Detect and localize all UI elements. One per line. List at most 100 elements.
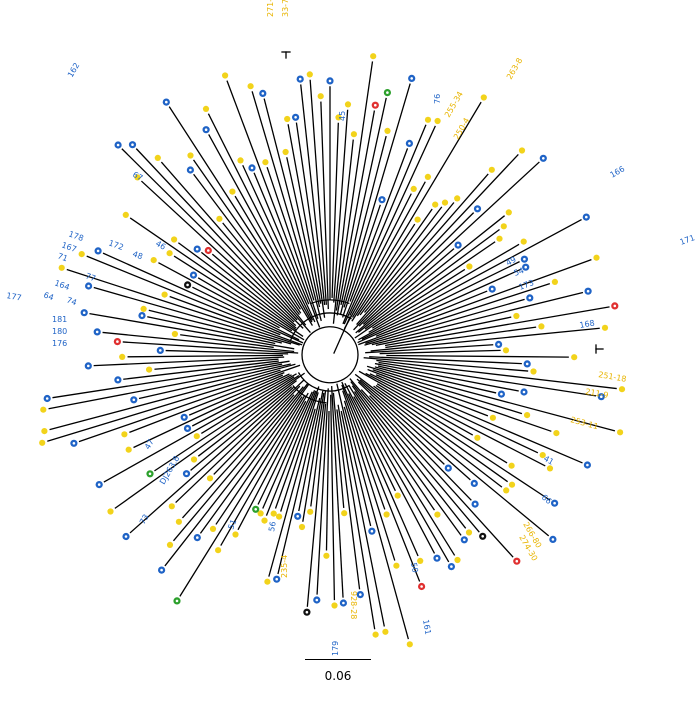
tip-marker-blue <box>189 271 198 279</box>
tree-branch <box>93 356 285 367</box>
tip-marker-blue <box>597 393 605 401</box>
tip-label: 178 <box>67 229 84 243</box>
tip-marker-yellow <box>539 452 546 459</box>
tree-branch <box>164 383 309 567</box>
tree-branch <box>160 161 311 334</box>
tip-marker-yellow <box>441 199 449 206</box>
tree-branch <box>348 393 396 492</box>
tip-marker-blue <box>294 512 302 520</box>
tip-marker-yellow <box>508 462 515 469</box>
tree-branch <box>342 390 386 510</box>
tree-branch <box>52 360 290 399</box>
tip-marker-yellow <box>474 434 481 441</box>
tree-branch <box>220 392 309 546</box>
tip-marker-yellow <box>58 264 65 271</box>
tip-marker-yellow <box>496 235 503 242</box>
tip-marker-yellow <box>222 72 229 79</box>
tip-label: 77 <box>84 271 97 283</box>
tree-branch <box>357 381 445 465</box>
tip-label: 73 <box>138 513 151 526</box>
tip-marker-blue <box>292 113 300 121</box>
tree-branch <box>129 372 285 433</box>
tree-branch <box>367 368 489 417</box>
tip-label: 181 <box>52 315 67 324</box>
tip-label: 162 <box>66 61 81 79</box>
tip-marker-yellow <box>601 324 609 331</box>
tree-branch <box>165 349 289 355</box>
tree-branch <box>193 173 301 316</box>
tip-marker-yellow <box>465 529 473 536</box>
tree-branch <box>370 327 600 352</box>
tree-branch <box>336 409 361 590</box>
tip-marker-yellow <box>78 251 85 258</box>
tip-marker-blue <box>326 77 334 85</box>
tree-branch <box>280 392 319 512</box>
tip-marker-blue <box>584 287 592 295</box>
tip-marker-yellow <box>107 508 114 515</box>
tree-branch <box>234 195 313 326</box>
tip-label: 64 <box>42 290 55 302</box>
tree-branch <box>140 180 295 323</box>
tip-marker-yellow <box>175 518 182 525</box>
tip-marker-yellow <box>229 188 236 195</box>
tip-label: 177 <box>6 291 23 303</box>
tree-branch <box>49 363 296 431</box>
tip-label: 46 <box>154 239 167 252</box>
tree-branch <box>359 379 550 537</box>
tree-branch <box>356 173 489 326</box>
scale-bar-label: 0.06 <box>324 669 352 683</box>
tree-branch <box>133 373 290 449</box>
tree-branch <box>340 410 385 627</box>
tip-marker-blue <box>180 413 188 421</box>
tree-branch <box>351 223 416 322</box>
tree-branch <box>257 391 313 505</box>
tip-marker-yellow <box>166 250 173 257</box>
tree-branch <box>378 361 597 397</box>
tip-marker-red <box>513 557 521 565</box>
tip-marker-red <box>371 101 379 109</box>
tree-branch <box>188 374 284 416</box>
tip-marker-yellow <box>530 368 537 375</box>
tip-marker-blue <box>193 534 201 542</box>
tip-marker-yellow <box>171 330 178 338</box>
tree-branch <box>295 122 326 318</box>
tip-label: 56 <box>267 521 278 533</box>
tip-marker-yellow <box>171 236 178 243</box>
tip-marker-yellow <box>551 278 559 285</box>
tip-marker-blue <box>551 499 559 507</box>
tree-branch <box>369 356 522 365</box>
tree-branch <box>375 374 583 464</box>
tip-marker-yellow <box>434 117 441 125</box>
tree-branch <box>375 290 488 337</box>
tip-marker-yellow <box>553 430 560 437</box>
tree-branch <box>103 373 297 483</box>
tip-marker-yellow <box>417 557 424 565</box>
tree-branch <box>129 386 295 534</box>
tree-branch <box>127 354 283 358</box>
tree-branch <box>274 386 320 509</box>
tip-label: 263-8 <box>505 56 524 81</box>
tree-branch <box>336 383 372 527</box>
scale-bar: 0.06 <box>305 659 371 699</box>
tree-branch <box>172 386 304 542</box>
tip-marker-yellow <box>134 174 141 181</box>
tree-branch <box>339 135 387 315</box>
tree-branch <box>369 373 539 454</box>
tip-marker-blue <box>378 196 386 204</box>
tip-marker-blue <box>114 141 122 149</box>
tree-branch <box>359 206 443 316</box>
tip-marker-blue <box>454 241 462 249</box>
tip-label: 67 <box>131 170 144 183</box>
tip-marker-green <box>146 470 154 478</box>
tree-branches <box>47 51 617 640</box>
tree-branch <box>365 282 551 345</box>
tip-marker-yellow <box>384 127 391 134</box>
tip-marker-yellow <box>125 446 132 453</box>
tree-branch <box>262 390 316 509</box>
tip-marker-blue <box>186 166 194 174</box>
tree-branch <box>191 374 292 427</box>
tip-marker-yellow <box>434 511 441 518</box>
tree-branch <box>358 212 475 327</box>
tree-branch <box>351 385 462 536</box>
tree-branch <box>342 124 427 325</box>
